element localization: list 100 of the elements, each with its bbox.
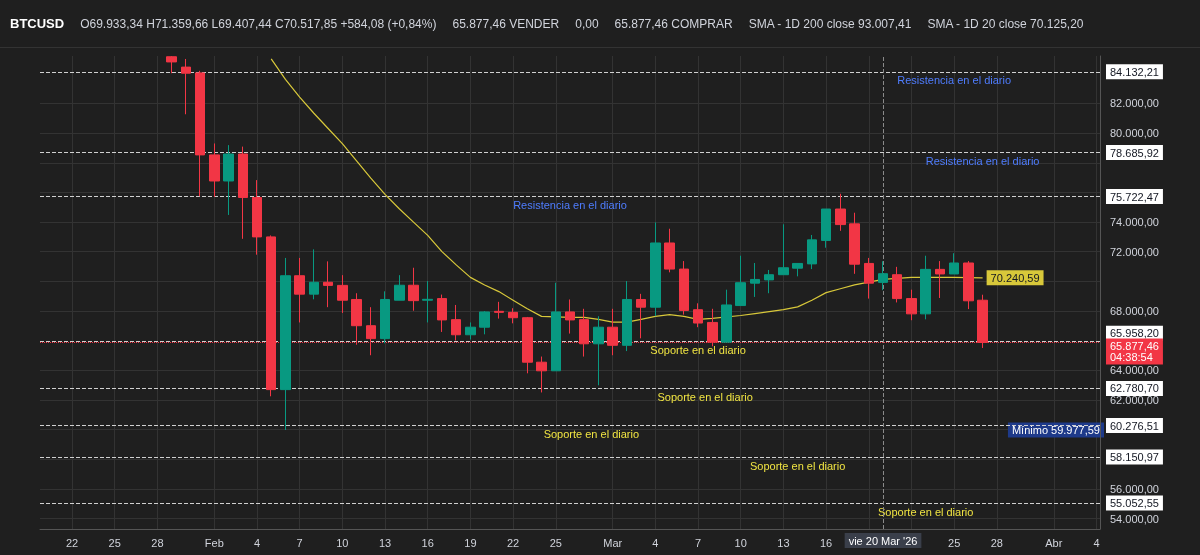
ref-line-label: 62.780,70 <box>1110 382 1159 395</box>
x-tick-label: 16 <box>819 536 833 549</box>
line-series <box>270 58 984 323</box>
annotation: Soporte en el diario <box>749 459 846 472</box>
candlestick <box>223 144 234 216</box>
y-tick-label: 80.000,00 <box>1110 127 1159 140</box>
text: 65.877,46 VENDER <box>452 16 560 31</box>
candlestick <box>181 58 191 115</box>
x-tick-label: 4 <box>1093 536 1100 549</box>
x-tick-label: Mar <box>603 536 623 549</box>
ref-line-label: 58.150,97 <box>1110 451 1159 464</box>
candlestick <box>209 142 220 198</box>
x-tick-label: 19 <box>464 536 477 549</box>
y-tick-label: 64.000,00 <box>1110 364 1159 377</box>
candlestick <box>465 321 476 340</box>
y-tick-label: 56.000,00 <box>1110 482 1159 495</box>
candlestick <box>664 228 675 273</box>
x-tick-label: Abr <box>1045 536 1063 549</box>
candlestick <box>878 260 888 291</box>
x-tick-label: 7 <box>296 536 303 549</box>
x-tick-label: 4 <box>253 536 261 549</box>
candlestick <box>337 274 348 314</box>
candlestick <box>792 262 803 277</box>
text: 0,00 <box>575 16 599 31</box>
candlestick <box>679 260 689 316</box>
candlestick <box>166 55 177 74</box>
text: SMA - 1D 20 close 70.125,20 <box>927 16 1084 31</box>
annotation: Soporte en el diario <box>878 505 974 518</box>
x-tick-label: 25 <box>108 536 121 549</box>
candlestick <box>750 262 760 298</box>
y-tick-label: 72.000,00 <box>1110 245 1159 258</box>
candlestick <box>693 302 703 328</box>
ref-line-label: vie 20 Mar '26 <box>848 534 918 547</box>
candlestick <box>807 234 817 270</box>
candlestick <box>422 280 433 323</box>
x-tick-label: 22 <box>506 536 520 549</box>
x-tick-label: 10 <box>336 536 349 549</box>
chart-title: BTCUSD <box>10 16 65 31</box>
annotation: Resistencia en el diario <box>513 199 627 212</box>
candlestick <box>551 282 561 372</box>
annotation: Soporte en el diario <box>650 343 746 356</box>
candlestick <box>252 179 262 256</box>
annotation: Resistencia en el diario <box>897 74 1012 87</box>
x-tick-label: 13 <box>777 536 790 549</box>
annotation: Mínimo 59.977,59 <box>1011 423 1100 436</box>
candlestick <box>778 223 789 276</box>
candlestick <box>494 301 504 320</box>
x-tick-label: 16 <box>421 536 434 549</box>
candlestick <box>764 269 774 294</box>
x-tick-label: 4 <box>652 536 659 549</box>
ref-line-label: 55.052,55 <box>1110 497 1159 510</box>
x-tick-label: 13 <box>378 536 392 549</box>
y-tick-label: 74.000,00 <box>1110 216 1159 229</box>
ref-line-label: 60.276,51 <box>1110 419 1159 432</box>
text: 65.877,46 COMPRAR <box>614 16 733 31</box>
y-tick-label: 82.000,00 <box>1110 97 1159 110</box>
candlestick <box>408 267 419 312</box>
candlestick <box>323 260 333 308</box>
ref-line-label: 84.132,21 <box>1110 65 1159 78</box>
candlestick <box>721 289 732 343</box>
x-tick-label: Feb <box>204 536 224 549</box>
candlestick <box>238 146 248 240</box>
ref-line-label: 65.958,20 <box>1110 327 1159 340</box>
candlestick <box>593 315 604 386</box>
text: SMA - 1D 200 close 93.007,41 <box>748 16 912 31</box>
candlestick <box>437 294 447 333</box>
candlestick <box>394 274 405 301</box>
candlestick <box>479 310 490 335</box>
candlestick <box>906 289 917 321</box>
candlestick <box>309 248 319 300</box>
y-tick-label: 68.000,00 <box>1110 305 1159 318</box>
candlestick <box>849 212 860 275</box>
x-tick-label: 10 <box>734 536 747 549</box>
ref-line-label: 75.722,47 <box>1110 190 1159 203</box>
candlestick <box>920 255 931 320</box>
candlestick <box>195 70 205 197</box>
candlestick <box>650 221 661 317</box>
candlestick <box>636 293 646 339</box>
candlestick <box>864 257 874 300</box>
candlestick <box>935 260 945 299</box>
x-tick-label: 28 <box>990 536 1003 549</box>
annotation: Resistencia en el diario <box>925 155 1040 168</box>
y-tick-label: 62.000,00 <box>1110 394 1159 406</box>
candlestick <box>963 260 974 310</box>
ref-line-label: 65.877,46 04:38:54 <box>1110 340 1159 364</box>
x-tick-label: 7 <box>694 536 702 549</box>
x-tick-label: 28 <box>151 536 164 549</box>
candlestick <box>536 356 547 393</box>
data-label: 70.240,59 <box>990 271 1040 284</box>
annotation: Soporte en el diario <box>543 428 640 441</box>
annotation: Soporte en el diario <box>657 390 753 403</box>
x-tick-label: 25 <box>948 536 961 549</box>
y-tick-label: 54.000,00 <box>1110 512 1159 525</box>
candlestick <box>280 257 291 431</box>
candlestick <box>821 208 831 249</box>
candlestick <box>380 290 390 344</box>
candlestick <box>451 304 461 342</box>
candlestick <box>622 280 632 352</box>
ref-line-label: 78.685,92 <box>1110 146 1159 159</box>
candlestick <box>949 252 959 275</box>
